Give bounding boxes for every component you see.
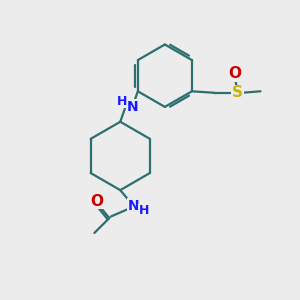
Text: S: S — [232, 85, 243, 100]
Text: O: O — [90, 194, 103, 208]
Text: N: N — [128, 199, 140, 213]
Text: N: N — [127, 100, 138, 113]
Text: H: H — [117, 95, 128, 108]
Text: O: O — [228, 66, 241, 81]
Text: H: H — [139, 204, 149, 218]
